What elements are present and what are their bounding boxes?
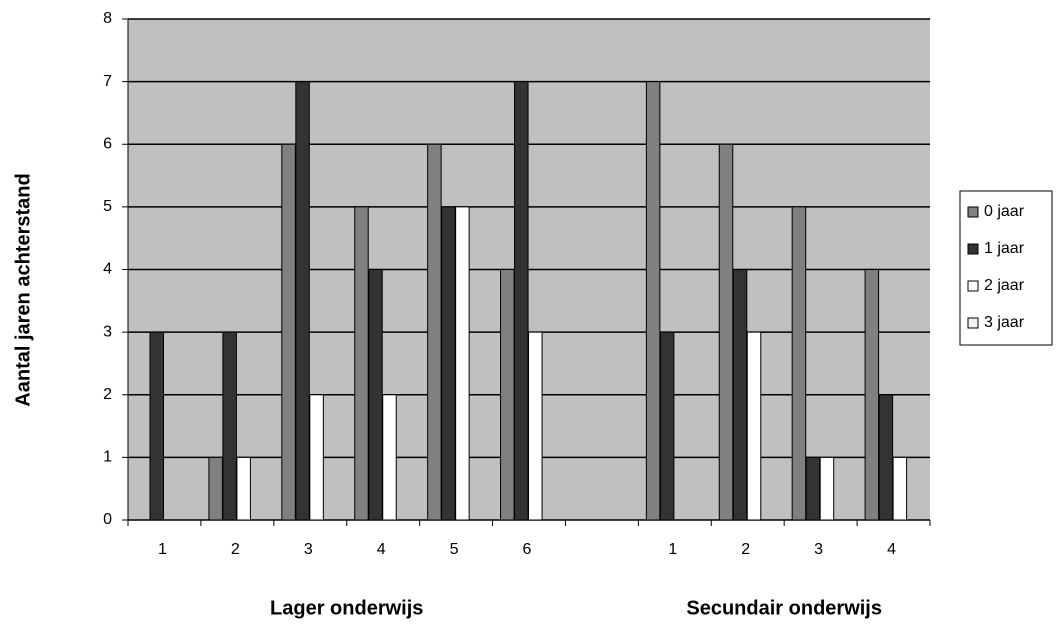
x-tick-label: 6 (523, 541, 532, 558)
bar (819, 456, 835, 521)
x-tick-label: 3 (814, 541, 823, 558)
bar (805, 456, 821, 521)
bar (281, 143, 296, 521)
y-tick-label: 3 (103, 323, 112, 340)
bar (878, 394, 894, 521)
x-tick-label: 1 (158, 541, 167, 558)
bar (149, 331, 164, 521)
y-tick-label: 6 (103, 135, 112, 152)
x-tick-label: 2 (231, 541, 240, 558)
bar (222, 331, 237, 521)
x-tick-label: 4 (377, 541, 386, 558)
bar (295, 81, 310, 521)
y-tick-label: 4 (103, 261, 112, 278)
legend-label: 3 jaar (984, 314, 1025, 331)
y-tick-label: 2 (103, 386, 112, 403)
bar (864, 269, 880, 521)
bar (746, 331, 762, 521)
x-tick-label: 3 (304, 541, 313, 558)
y-axis-label: Aantal jaren achterstand (12, 173, 34, 406)
legend-label: 1 jaar (984, 240, 1025, 257)
x-tick-label: 4 (887, 541, 896, 558)
x-tick-label: 5 (450, 541, 459, 558)
y-tick-label: 0 (103, 511, 112, 528)
bar (732, 269, 748, 521)
bar (236, 456, 251, 521)
legend-swatch (967, 243, 979, 255)
bar (892, 456, 908, 521)
bar (791, 206, 807, 521)
x-tick-label: 2 (741, 541, 750, 558)
bar (514, 81, 529, 521)
bar (382, 394, 397, 521)
bar (718, 143, 734, 521)
y-tick-label: 8 (103, 10, 112, 27)
legend-swatch (967, 280, 979, 292)
bar (659, 331, 675, 521)
legend-swatch (967, 206, 979, 218)
y-tick-label: 5 (103, 198, 112, 215)
legend-swatch (967, 317, 979, 329)
y-tick-label: 7 (103, 73, 112, 90)
group-label: Secundair onderwijs (686, 597, 882, 619)
bar (427, 143, 442, 521)
group-label: Lager onderwijs (270, 597, 423, 619)
bar (354, 206, 369, 521)
bar (441, 206, 456, 521)
bar (645, 81, 661, 521)
bar (368, 269, 383, 521)
x-tick-label: 1 (668, 541, 677, 558)
bar (455, 206, 470, 521)
bar (500, 269, 515, 521)
bar (528, 331, 543, 521)
bar (309, 394, 324, 521)
y-tick-label: 1 (103, 449, 112, 466)
bar (208, 456, 223, 521)
legend-label: 2 jaar (984, 277, 1025, 294)
legend-label: 0 jaar (984, 203, 1025, 220)
